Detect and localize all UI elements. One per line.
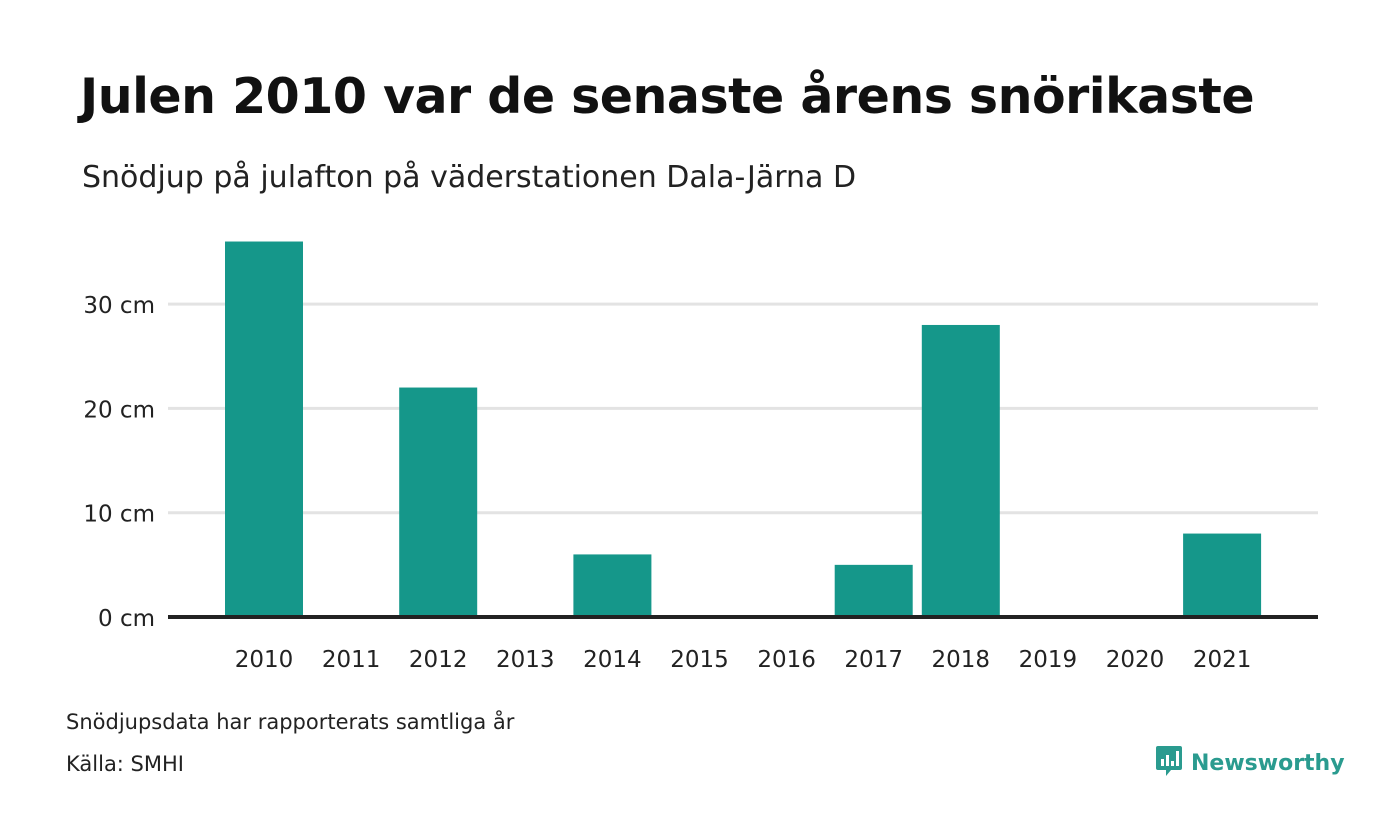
y-tick-label: 0 cm [98,606,155,632]
source-note: Källa: SMHI [66,752,184,776]
y-axis-ticks: 0 cm 10 cm 20 cm 30 cm [83,293,155,632]
bar-2012 [399,387,478,617]
newsworthy-logo-icon [1155,744,1183,782]
brand-name: Newsworthy [1191,750,1345,776]
gridlines [168,302,1318,515]
chart-title: Julen 2010 var de senaste årens snörikas… [80,68,1255,125]
bar-2018 [921,324,1000,617]
x-tick-label: 2020 [1106,647,1165,673]
x-tick-label: 2021 [1193,647,1252,673]
x-tick-label: 2011 [322,647,381,673]
x-tick-label: 2017 [844,647,903,673]
bar-2017 [834,564,913,617]
bars [225,241,1262,617]
x-tick-label: 2014 [583,647,642,673]
x-tick-label: 2019 [1019,647,1078,673]
bar-2010 [225,241,303,617]
x-tick-label: 2015 [670,647,729,673]
x-tick-label: 2010 [235,647,294,673]
y-tick-label: 30 cm [83,293,155,319]
x-axis-ticks: 2010 2011 2012 2013 2014 2015 2016 2017 2018 2019… [235,647,1252,673]
bar-chart: 0 cm 10 cm 20 cm 30 cm 2010 2011 2012 2013 2014… [83,241,1318,673]
y-tick-label: 20 cm [83,397,155,423]
y-tick-label: 10 cm [83,502,155,528]
x-tick-label: 2018 [932,647,991,673]
x-tick-label: 2016 [757,647,816,673]
brand-logo: Newsworthy [1155,744,1345,782]
chart-subtitle: Snödjup på julafton på väderstationen Da… [82,160,857,195]
bar-2021 [1183,533,1262,617]
bar-2014 [573,554,652,617]
footnote: Snödjupsdata har rapporterats samtliga å… [66,710,515,734]
x-tick-label: 2013 [496,647,555,673]
x-tick-label: 2012 [409,647,468,673]
